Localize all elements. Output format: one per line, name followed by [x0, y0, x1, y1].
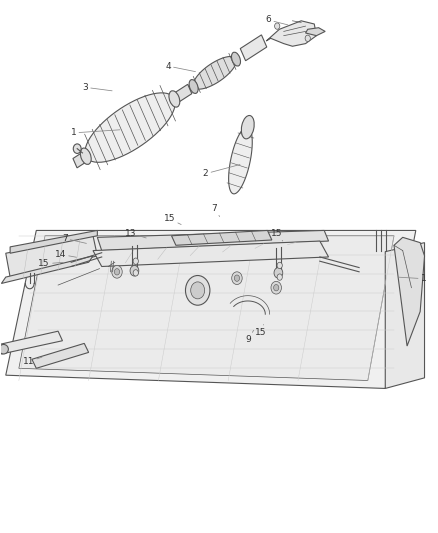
Polygon shape: [6, 230, 415, 389]
Circle shape: [234, 275, 239, 281]
Circle shape: [112, 265, 122, 278]
Ellipse shape: [241, 116, 254, 139]
Circle shape: [276, 274, 282, 280]
Polygon shape: [171, 230, 271, 245]
Polygon shape: [172, 84, 191, 103]
Text: 7: 7: [211, 204, 219, 216]
Ellipse shape: [169, 91, 180, 107]
Text: 15: 15: [163, 214, 181, 224]
Text: 1: 1: [71, 128, 120, 138]
Polygon shape: [393, 237, 424, 346]
Polygon shape: [240, 35, 266, 61]
Circle shape: [273, 285, 278, 291]
Polygon shape: [93, 241, 328, 266]
Text: 14: 14: [54, 250, 76, 259]
Polygon shape: [6, 236, 97, 277]
Text: 15: 15: [38, 260, 63, 268]
Circle shape: [73, 144, 81, 154]
Circle shape: [274, 23, 279, 29]
Polygon shape: [97, 230, 328, 251]
Text: 15: 15: [270, 229, 282, 241]
Text: 7: 7: [62, 234, 86, 244]
Circle shape: [273, 268, 282, 278]
Circle shape: [304, 35, 310, 42]
Circle shape: [133, 270, 138, 276]
Circle shape: [190, 282, 204, 299]
Text: 9: 9: [244, 330, 253, 344]
Text: 4: 4: [165, 62, 195, 71]
Text: 13: 13: [124, 229, 146, 238]
Text: 6: 6: [265, 15, 287, 25]
Circle shape: [114, 269, 119, 275]
Polygon shape: [0, 331, 62, 354]
Polygon shape: [266, 21, 316, 46]
Ellipse shape: [80, 148, 91, 164]
Circle shape: [133, 258, 138, 264]
Polygon shape: [385, 243, 424, 389]
Polygon shape: [10, 230, 97, 253]
Ellipse shape: [189, 79, 198, 93]
Circle shape: [185, 276, 209, 305]
Polygon shape: [32, 343, 88, 368]
Circle shape: [231, 272, 242, 285]
Polygon shape: [19, 236, 393, 381]
Ellipse shape: [231, 52, 240, 66]
Circle shape: [276, 262, 282, 269]
Text: 2: 2: [202, 165, 240, 178]
Polygon shape: [85, 93, 175, 163]
Text: 15: 15: [254, 325, 266, 337]
Polygon shape: [228, 127, 252, 194]
Polygon shape: [305, 28, 325, 36]
Text: 11: 11: [23, 357, 42, 367]
Text: 1: 1: [398, 274, 426, 283]
Text: 3: 3: [82, 83, 112, 92]
Polygon shape: [193, 56, 236, 89]
Circle shape: [130, 265, 138, 276]
Polygon shape: [1, 256, 93, 284]
Polygon shape: [73, 151, 88, 168]
Ellipse shape: [0, 344, 8, 354]
Circle shape: [270, 281, 281, 294]
